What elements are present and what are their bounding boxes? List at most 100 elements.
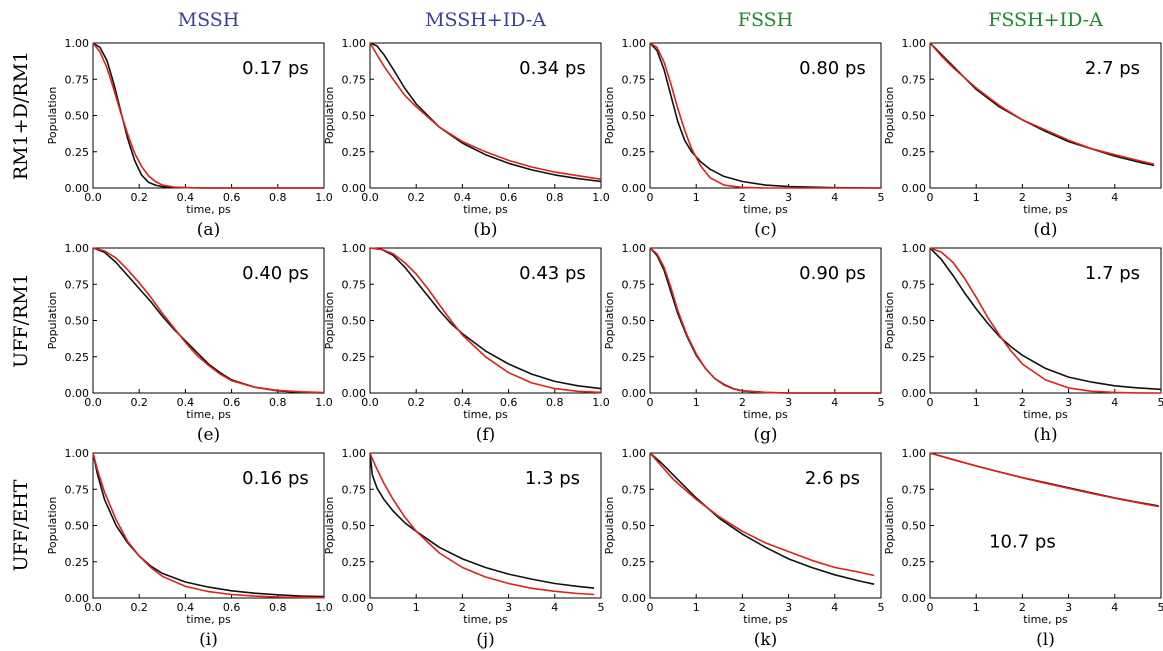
x-tick-label: 3 — [785, 191, 792, 204]
fit-curve — [929, 247, 1162, 394]
panel-letter: (c) — [754, 220, 777, 240]
column-header: MSSH+ID-A — [425, 9, 546, 31]
y-tick-label: 0.25 — [342, 146, 367, 159]
x-tick-label: 3 — [1065, 601, 1072, 614]
simulation-curve — [369, 247, 602, 390]
x-tick-label: 5 — [878, 396, 885, 409]
simulation-curve — [929, 452, 1159, 507]
y-tick-label: 0.75 — [622, 73, 647, 86]
x-tick-label: 1 — [973, 601, 980, 614]
x-tick-label: 0.2 — [407, 396, 425, 409]
y-tick-label: 0.00 — [622, 182, 647, 195]
panel: 0.00 0.25 0.50 0.75 1.00 0.0 0.2 0.4 0.6 0.8 1.0 ti… — [323, 242, 610, 445]
y-tick-label: 0.75 — [902, 483, 927, 496]
y-tick-label: 0.50 — [902, 520, 927, 533]
panel-letter: (d) — [1033, 220, 1057, 240]
x-tick-label: 2 — [1019, 191, 1026, 204]
simulation-curve — [649, 42, 882, 189]
x-tick-label: 0 — [647, 601, 654, 614]
y-tick-label: 0.50 — [902, 315, 927, 328]
x-axis-label: time, ps — [743, 613, 788, 626]
x-tick-label: 0.4 — [177, 601, 195, 614]
y-axis-label: Population — [603, 292, 616, 350]
panel: 0.00 0.25 0.50 0.75 1.00 0 1 2 3 4 5 time, ps Popula… — [323, 447, 605, 650]
x-tick-label: 0.6 — [500, 191, 518, 204]
x-axis-label: time, ps — [1023, 408, 1068, 421]
panel-letter: (e) — [197, 425, 220, 445]
x-tick-label: 0.4 — [454, 396, 472, 409]
lifetime-annotation: 0.43 ps — [519, 263, 586, 284]
panel: 0.00 0.25 0.50 0.75 1.00 0 1 2 3 4 time, ps Populat… — [883, 37, 1162, 240]
fit-curve — [649, 452, 875, 577]
simulation-curve — [929, 247, 1162, 391]
x-tick-label: 1 — [973, 191, 980, 204]
x-tick-label: 4 — [1111, 601, 1118, 614]
x-tick-label: 0.0 — [84, 191, 102, 204]
x-tick-label: 3 — [505, 601, 512, 614]
x-tick-label: 0 — [927, 601, 934, 614]
y-tick-label: 0.50 — [622, 315, 647, 328]
x-tick-label: 1 — [693, 191, 700, 204]
x-axis-label: time, ps — [463, 203, 508, 216]
y-tick-label: 1.00 — [65, 242, 90, 255]
fit-curve — [92, 42, 324, 189]
row-label: RM1+D/RM1 — [10, 51, 32, 180]
lifetime-annotation: 0.40 ps — [242, 263, 309, 284]
y-tick-label: 0.00 — [342, 182, 367, 195]
x-axis-label: time, ps — [1023, 613, 1068, 626]
y-tick-label: 1.00 — [342, 447, 367, 460]
lifetime-annotation: 1.3 ps — [525, 468, 580, 489]
y-tick-label: 0.25 — [65, 556, 90, 569]
y-tick-label: 0.00 — [342, 592, 367, 605]
x-tick-label: 0.6 — [223, 396, 241, 409]
y-tick-label: 0.25 — [622, 556, 647, 569]
y-tick-label: 0.00 — [902, 182, 927, 195]
y-axis-label: Population — [603, 497, 616, 555]
y-axis-label: Population — [323, 497, 336, 555]
x-tick-label: 0.0 — [361, 396, 379, 409]
y-tick-label: 0.75 — [622, 483, 647, 496]
panel: 0.00 0.25 0.50 0.75 1.00 0 1 2 3 4 5 time, ps Popula… — [883, 242, 1163, 445]
column-header: FSSH+ID-A — [988, 9, 1103, 31]
fit-curve — [369, 42, 602, 181]
y-tick-label: 1.00 — [902, 242, 927, 255]
y-tick-label: 0.25 — [622, 146, 647, 159]
y-tick-label: 0.75 — [902, 73, 927, 86]
x-tick-label: 2 — [1019, 601, 1026, 614]
panel: 0.00 0.25 0.50 0.75 1.00 0.0 0.2 0.4 0.6 0.8 1.0 ti… — [46, 447, 333, 650]
column-header: MSSH — [178, 9, 240, 31]
x-tick-label: 0 — [647, 396, 654, 409]
x-tick-label: 3 — [785, 396, 792, 409]
panel-letter: (b) — [473, 220, 497, 240]
panel-letter: (g) — [753, 425, 777, 445]
lifetime-annotation: 0.17 ps — [242, 58, 309, 79]
y-tick-label: 0.50 — [622, 110, 647, 123]
row-label: UFF/EHT — [10, 479, 32, 571]
x-tick-label: 0.4 — [177, 396, 195, 409]
x-tick-label: 2 — [739, 191, 746, 204]
x-tick-label: 2 — [739, 396, 746, 409]
x-tick-label: 1.0 — [315, 396, 333, 409]
lifetime-annotation: 2.6 ps — [805, 468, 860, 489]
panel-letter: (i) — [199, 630, 218, 650]
x-axis-label: time, ps — [186, 408, 231, 421]
panel-letter: (f) — [476, 425, 496, 445]
y-tick-label: 0.50 — [65, 315, 90, 328]
y-tick-label: 0.50 — [65, 520, 90, 533]
y-tick-label: 1.00 — [622, 447, 647, 460]
x-tick-label: 2 — [459, 601, 466, 614]
lifetime-annotation: 0.80 ps — [799, 58, 866, 79]
x-tick-label: 5 — [1158, 601, 1163, 614]
y-axis-label: Population — [883, 87, 896, 145]
y-tick-label: 0.25 — [342, 556, 367, 569]
y-axis-label: Population — [46, 87, 59, 145]
x-tick-label: 0.8 — [269, 191, 287, 204]
y-tick-label: 0.75 — [342, 278, 367, 291]
lifetime-annotation: 10.7 ps — [989, 531, 1056, 552]
panel: 0.00 0.25 0.50 0.75 1.00 0 1 2 3 4 5 time, ps Popula… — [603, 37, 885, 240]
y-tick-label: 1.00 — [622, 242, 647, 255]
x-tick-label: 0.4 — [177, 191, 195, 204]
x-tick-label: 3 — [1065, 396, 1072, 409]
y-tick-label: 0.75 — [65, 278, 90, 291]
x-tick-label: 5 — [1158, 396, 1163, 409]
